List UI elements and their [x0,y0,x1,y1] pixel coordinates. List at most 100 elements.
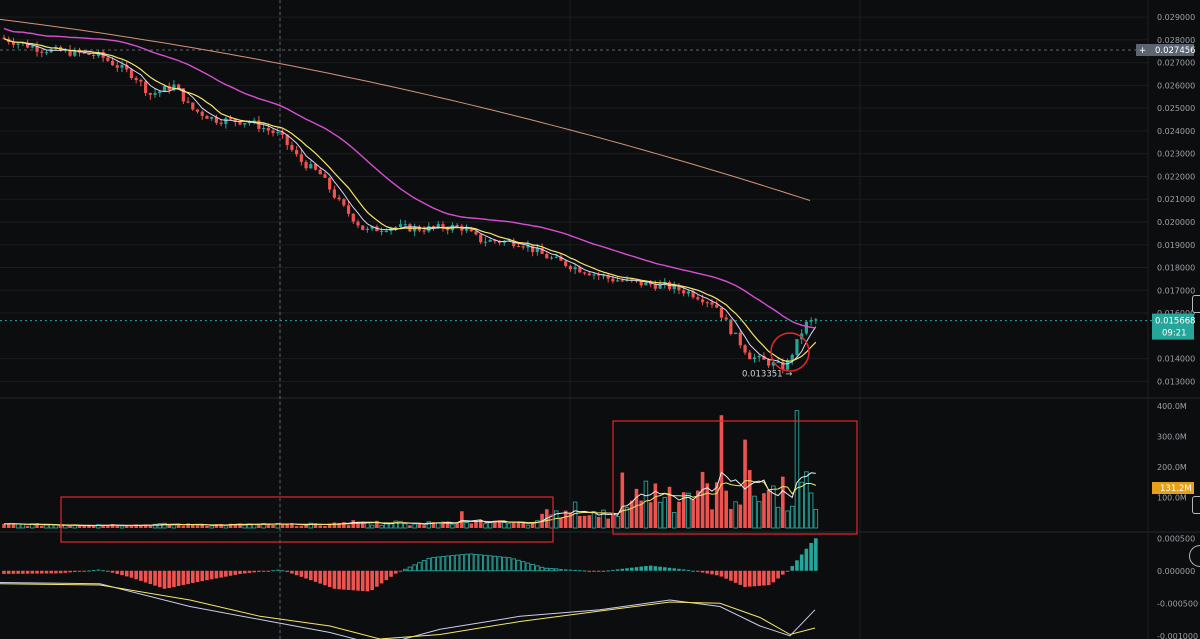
macd-histogram-bar[interactable] [696,570,700,572]
macd-histogram-bar[interactable] [506,557,512,572]
volume-bar[interactable] [219,524,223,528]
volume-bar[interactable] [648,502,653,528]
candle-body[interactable] [177,84,181,89]
macd-histogram-bar[interactable] [181,570,186,585]
volume-bar[interactable] [242,524,247,529]
volume-bar[interactable] [271,524,275,528]
candle-body[interactable] [413,226,417,232]
volume-bar[interactable] [441,521,445,528]
macd-histogram-bar[interactable] [700,570,705,573]
volume-bar[interactable] [469,523,474,528]
macd-histogram-bar[interactable] [313,570,318,582]
candle-body[interactable] [549,257,554,259]
candle-body[interactable] [323,174,327,178]
candle-body[interactable] [162,86,167,92]
volume-bar[interactable] [511,522,516,528]
volume-bar[interactable] [101,525,105,528]
macd-histogram-bar[interactable] [162,570,167,589]
macd-histogram-bar[interactable] [426,557,432,572]
candle-body[interactable] [238,121,242,125]
volume-bar[interactable] [143,524,148,528]
macd-histogram-bar[interactable] [553,568,559,572]
candle-body[interactable] [785,360,790,370]
volume-bar[interactable] [743,439,747,528]
volume-bar[interactable] [285,524,289,528]
volume-bar[interactable] [39,525,44,528]
candle-body[interactable] [210,117,214,119]
macd-histogram-bar[interactable] [658,566,662,571]
candle-body[interactable] [280,132,285,135]
macd-histogram-bar[interactable] [309,570,313,581]
macd-histogram-bar[interactable] [337,570,341,590]
volume-bar[interactable] [535,520,540,529]
candle-body[interactable] [200,111,204,116]
macd-histogram-bar[interactable] [407,566,413,572]
macd-histogram-bar[interactable] [356,570,360,591]
volume-bar[interactable] [87,525,91,528]
macd-histogram-bar[interactable] [478,554,483,572]
candle-body[interactable] [346,205,351,214]
candle-body[interactable] [776,361,780,363]
volume-bar[interactable] [356,521,360,528]
candle-body[interactable] [384,230,388,232]
macd-histogram-bar[interactable] [511,558,517,572]
macd-histogram-bar[interactable] [323,570,327,586]
volume-bar[interactable] [559,517,563,528]
macd-histogram-bar[interactable] [54,570,58,574]
macd-histogram-bar[interactable] [781,570,785,575]
macd-histogram-bar[interactable] [483,554,488,572]
volume-bar[interactable] [167,524,171,528]
macd-histogram-bar[interactable] [473,553,479,572]
macd-histogram-bar[interactable] [502,556,507,572]
volume-bar[interactable] [181,525,186,528]
volume-bar[interactable] [15,523,21,529]
candle-body[interactable] [564,260,568,267]
candle-body[interactable] [87,52,91,55]
candle-body[interactable] [767,359,771,366]
macd-histogram-bar[interactable] [285,570,289,572]
macd-histogram-bar[interactable] [242,570,247,574]
macd-histogram-bar[interactable] [157,570,162,588]
macd-histogram-bar[interactable] [148,570,153,585]
macd-histogram-bar[interactable] [592,570,596,572]
macd-histogram-bar[interactable] [559,569,563,571]
candle-body[interactable] [181,88,185,102]
macd-histogram-bar[interactable] [106,570,110,572]
volume-bar[interactable] [369,524,375,529]
volume-bar[interactable] [152,523,158,529]
volume-bar[interactable] [119,525,125,529]
volume-bar[interactable] [48,524,54,529]
volume-bar[interactable] [596,516,601,528]
macd-panel[interactable] [0,538,818,639]
macd-histogram-bar[interactable] [497,556,502,572]
volume-bar[interactable] [20,523,26,529]
macd-histogram-bar[interactable] [304,570,308,579]
candle-body[interactable] [559,256,563,261]
volume-bar[interactable] [516,521,521,528]
volume-bar[interactable] [360,521,365,528]
candle-body[interactable] [243,123,247,125]
macd-histogram-bar[interactable] [332,570,337,589]
volume-bar[interactable] [115,525,120,528]
candle-body[interactable] [790,354,794,361]
volume-bar[interactable] [752,495,757,529]
candle-body[interactable] [290,144,294,150]
volume-bar[interactable] [375,520,379,528]
volume-bar[interactable] [426,521,432,529]
volume-bar[interactable] [813,508,819,529]
candle-body[interactable] [540,248,544,254]
macd-histogram-bar[interactable] [799,554,804,571]
volume-bar[interactable] [493,520,497,528]
macd-histogram-bar[interactable] [393,570,398,574]
macd-histogram-bar[interactable] [804,548,809,571]
macd-histogram-bar[interactable] [290,570,294,574]
macd-histogram-bar[interactable] [667,567,672,571]
macd-histogram-bar[interactable] [520,561,526,572]
candle-body[interactable] [394,227,398,229]
macd-histogram-bar[interactable] [186,570,190,584]
macd-histogram-bar[interactable] [644,566,648,571]
volume-bar[interactable] [299,525,304,528]
macd-histogram-bar[interactable] [209,570,214,580]
macd-histogram-bar[interactable] [776,570,780,579]
volume-bar[interactable] [691,500,695,528]
